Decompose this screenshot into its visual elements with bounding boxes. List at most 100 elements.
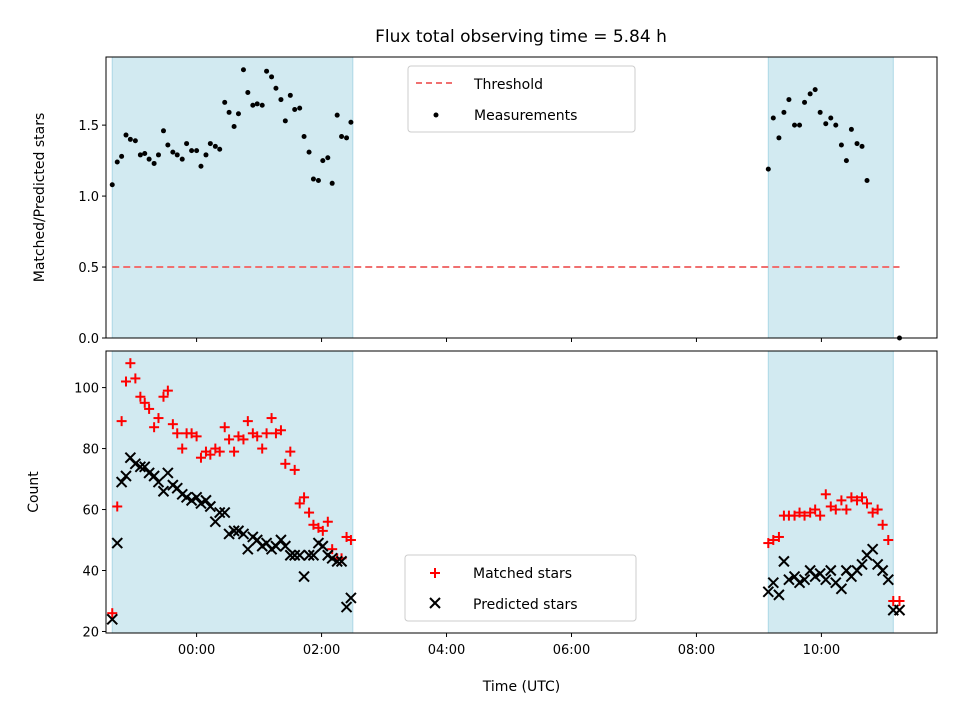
measurement-point [306,149,312,155]
predicted-star-marker [773,589,785,601]
measurement-point [146,156,152,162]
measurement-point [269,74,275,80]
legend-threshold-label: Threshold [473,77,543,93]
matched-star-marker [195,452,206,463]
predicted-star-marker [139,461,151,473]
measurement-point [282,118,288,124]
matched-star-marker [846,492,857,503]
matched-star-marker [894,595,905,606]
matched-star-marker [149,422,160,433]
matched-star-marker [214,446,225,457]
predicted-star-marker [219,506,231,519]
predicted-star-marker [106,613,118,625]
top-panel: 0.0 0.5 1.0 1.5 Matched/Predicted stars Thr… [32,56,938,347]
measurement-point [344,135,350,141]
bottom-x-ticks: 00:00 02:00 04:00 06:00 08:00 10:00 [178,633,840,658]
measurement-point [301,133,307,139]
matched-star-marker [112,501,123,512]
measurement-point [127,136,133,142]
bottom-observing-window-0 [111,350,354,634]
matched-star-marker [266,413,277,424]
matched-stars-series [107,358,905,619]
matched-star-marker [345,535,356,546]
matched-star-marker [242,416,253,427]
matched-star-marker [144,403,155,414]
legend-measurements-label: Measurements [474,108,577,124]
predicted-star-marker [120,470,132,482]
matched-star-marker [191,431,202,442]
measurement-point [859,143,865,149]
matched-star-marker [167,419,178,430]
matched-star-marker [120,376,131,387]
measurement-point [812,87,818,93]
predicted-star-marker [762,586,775,598]
top-y-tick-label: 0.0 [78,332,99,347]
matched-star-marker [294,498,305,509]
matched-star-marker [773,531,784,542]
matched-star-marker [205,449,216,460]
matched-star-marker [841,504,852,515]
matched-star-marker [257,443,268,454]
measurement-point [250,102,256,108]
legend-x-marker [429,597,441,609]
measurement-point [278,97,284,103]
predicted-star-marker [152,476,165,488]
measurement-point [776,135,782,141]
measurement-point [240,67,246,73]
predicted-star-marker [190,491,203,504]
matched-star-marker [872,504,883,515]
matched-star-marker [810,504,821,515]
x-tick-label: 10:00 [803,643,840,658]
predicted-star-marker [303,549,315,561]
matched-star-marker [280,458,291,469]
measurement-point [207,141,213,147]
predicted-star-marker [275,534,287,546]
top-legend-box [407,65,636,133]
bottom-y-tick-label: 40 [82,565,99,580]
matched-star-marker [135,391,146,402]
measurement-point [151,160,157,166]
bottom-legend-box [404,554,637,622]
predicted-star-marker [157,485,170,497]
measurement-point [287,92,293,98]
measurement-point [155,152,161,158]
top-observing-window-0 [111,56,354,339]
top-y-tick-label: 1.0 [78,190,99,205]
measurement-point [325,155,331,161]
predicted-star-marker [148,470,160,482]
legend-matched-stars-swatch [430,568,440,578]
matched-star-marker [820,489,831,500]
measurement-point [797,122,803,128]
matched-star-marker [862,498,873,509]
predicted-star-marker [204,500,217,513]
measurement-point [297,105,303,111]
predicted-star-marker [882,573,894,586]
matched-star-marker [158,391,169,402]
matched-star-marker [830,504,841,515]
predicted-star-marker [115,476,128,488]
matched-star-marker [162,385,173,396]
measurement-point [222,99,228,105]
predicted-star-marker [783,573,795,586]
x-tick-label: 02:00 [303,643,340,658]
top-y-ticks: 0.0 0.5 1.0 1.5 [78,119,106,347]
predicted-star-marker [893,604,906,616]
measurement-point [174,152,180,158]
bottom-observing-windows [111,350,894,634]
predicted-star-marker [200,494,212,507]
predicted-star-marker [307,549,320,561]
matched-star-marker [304,507,315,518]
matched-star-marker [815,510,826,521]
matched-star-marker [883,535,894,546]
top-y-axis-label: Matched/Predicted stars [32,113,48,283]
predicted-star-marker [825,564,837,577]
top-x-ticks [196,338,822,342]
predicted-star-marker [866,543,879,555]
x-tick-label: 04:00 [428,643,465,658]
predicted-star-marker [856,558,868,571]
matched-star-marker [177,443,188,454]
measurement-point [170,149,176,155]
measurement-point [226,109,232,115]
matched-star-marker [116,416,127,427]
legend-measurements-swatch [433,112,439,118]
